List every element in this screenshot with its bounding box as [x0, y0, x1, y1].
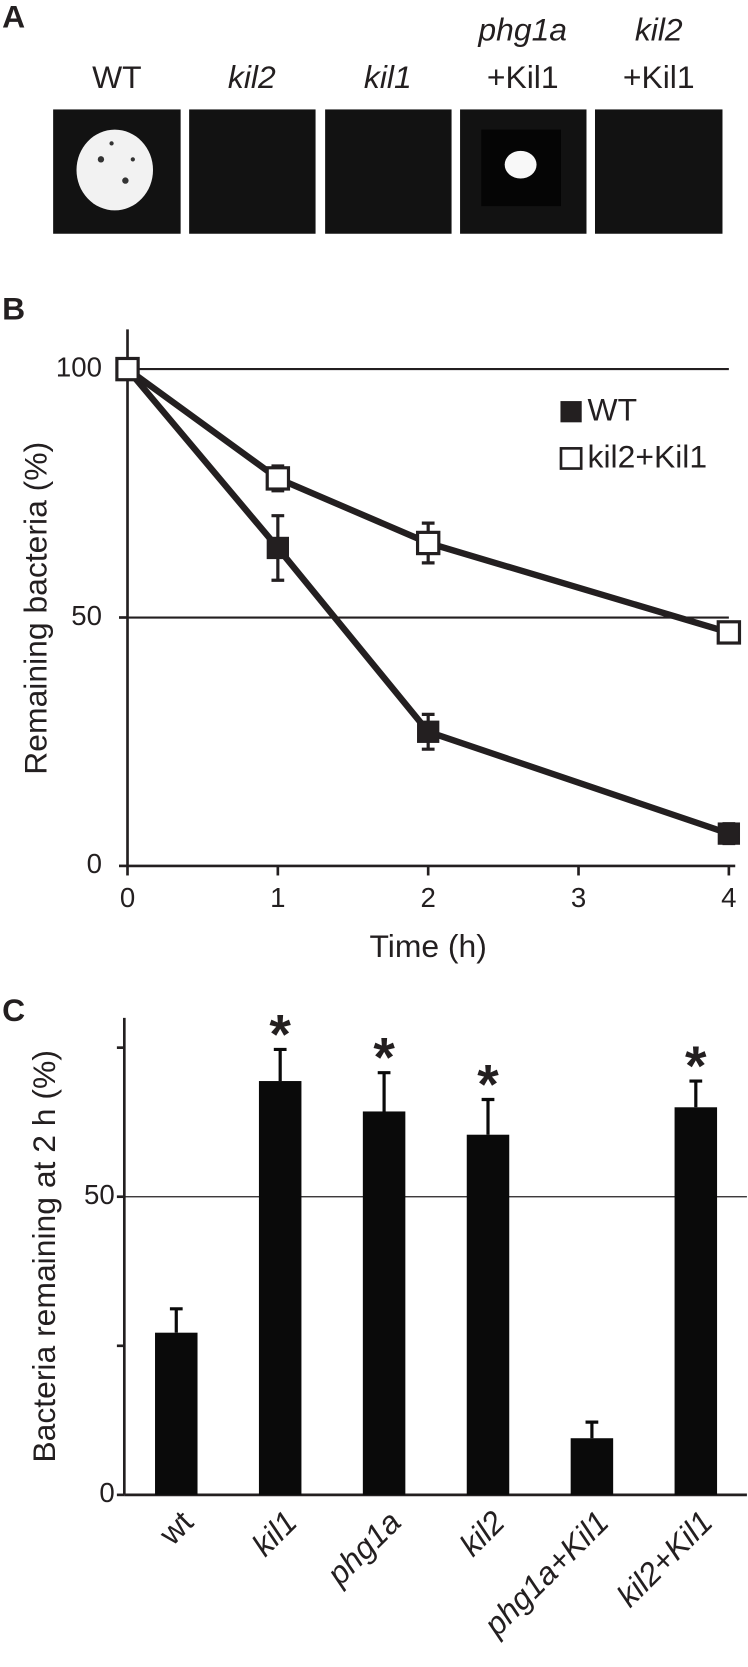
image-box — [189, 109, 316, 234]
colony-speck — [109, 141, 114, 146]
legend-label: kil2+Kil1 — [588, 438, 708, 474]
bar — [362, 1111, 406, 1495]
bar — [466, 1134, 510, 1495]
bar — [570, 1438, 614, 1495]
colony — [504, 150, 537, 179]
image-label: kil1 — [364, 59, 412, 95]
x-tick-label: 1 — [270, 882, 285, 913]
y-axis-label: Remaining bacteria (%) — [18, 442, 54, 775]
marker — [115, 356, 140, 382]
x-axis-label: Time (h) — [369, 928, 486, 964]
significance-marker: * — [373, 1027, 395, 1089]
marker — [266, 536, 290, 560]
bar — [155, 1332, 198, 1495]
y-tick-label: 50 — [84, 1179, 115, 1210]
x-tick-label: kil2 — [452, 1504, 511, 1563]
image-box — [325, 109, 452, 234]
error-bar — [377, 1071, 391, 1112]
error-bar — [169, 1307, 183, 1333]
legend-label: WT — [588, 392, 638, 428]
y-axis-label: Bacteria remaining at 2 h (%) — [26, 1050, 62, 1463]
x-tick-label: kil1 — [245, 1504, 304, 1563]
x-tick-label: 0 — [120, 882, 135, 913]
colony-speck — [130, 157, 135, 162]
error-bar — [689, 1079, 703, 1108]
colony-speck — [122, 177, 129, 184]
error-bar — [273, 1047, 287, 1082]
marker — [417, 720, 440, 743]
image-label: phg1a — [477, 11, 567, 47]
marker — [265, 466, 291, 491]
colony-speck — [97, 156, 105, 163]
bar — [258, 1081, 302, 1495]
x-tick-label: phg1a — [319, 1504, 408, 1593]
marker — [716, 620, 742, 645]
panel-letter: B — [2, 291, 25, 327]
significance-marker: * — [269, 1003, 291, 1065]
colony — [76, 129, 154, 211]
x-tick-label: kil2+Kil1 — [609, 1504, 719, 1614]
colony-images — [53, 109, 723, 234]
image-label: +Kil1 — [623, 59, 695, 95]
panel-letter: C — [2, 992, 25, 1028]
marker — [717, 822, 741, 845]
significance-marker: * — [685, 1035, 707, 1097]
image-label: kil2 — [228, 59, 276, 95]
image-label: +Kil1 — [487, 59, 559, 95]
legend-swatch — [559, 447, 583, 470]
error-bar — [585, 1420, 599, 1439]
y-tick-label: 50 — [71, 600, 102, 631]
significance-marker: * — [477, 1053, 499, 1115]
y-tick-label: 100 — [56, 351, 102, 382]
bar — [674, 1107, 718, 1495]
y-tick-label: 0 — [99, 1477, 114, 1508]
image-label: WT — [92, 59, 142, 95]
x-tick-label: 2 — [421, 882, 436, 913]
legend-swatch — [560, 401, 582, 423]
series-line — [125, 367, 730, 837]
series-line — [125, 366, 730, 636]
y-tick-label: 0 — [87, 848, 102, 879]
image-label: kil2 — [635, 11, 683, 47]
error-bar — [481, 1097, 495, 1135]
x-tick-label: wt — [151, 1504, 200, 1553]
panel-letter: A — [2, 0, 25, 35]
marker — [415, 530, 441, 556]
x-tick-label: 4 — [721, 882, 736, 913]
x-tick-label: 3 — [571, 882, 586, 913]
image-box — [594, 109, 723, 234]
